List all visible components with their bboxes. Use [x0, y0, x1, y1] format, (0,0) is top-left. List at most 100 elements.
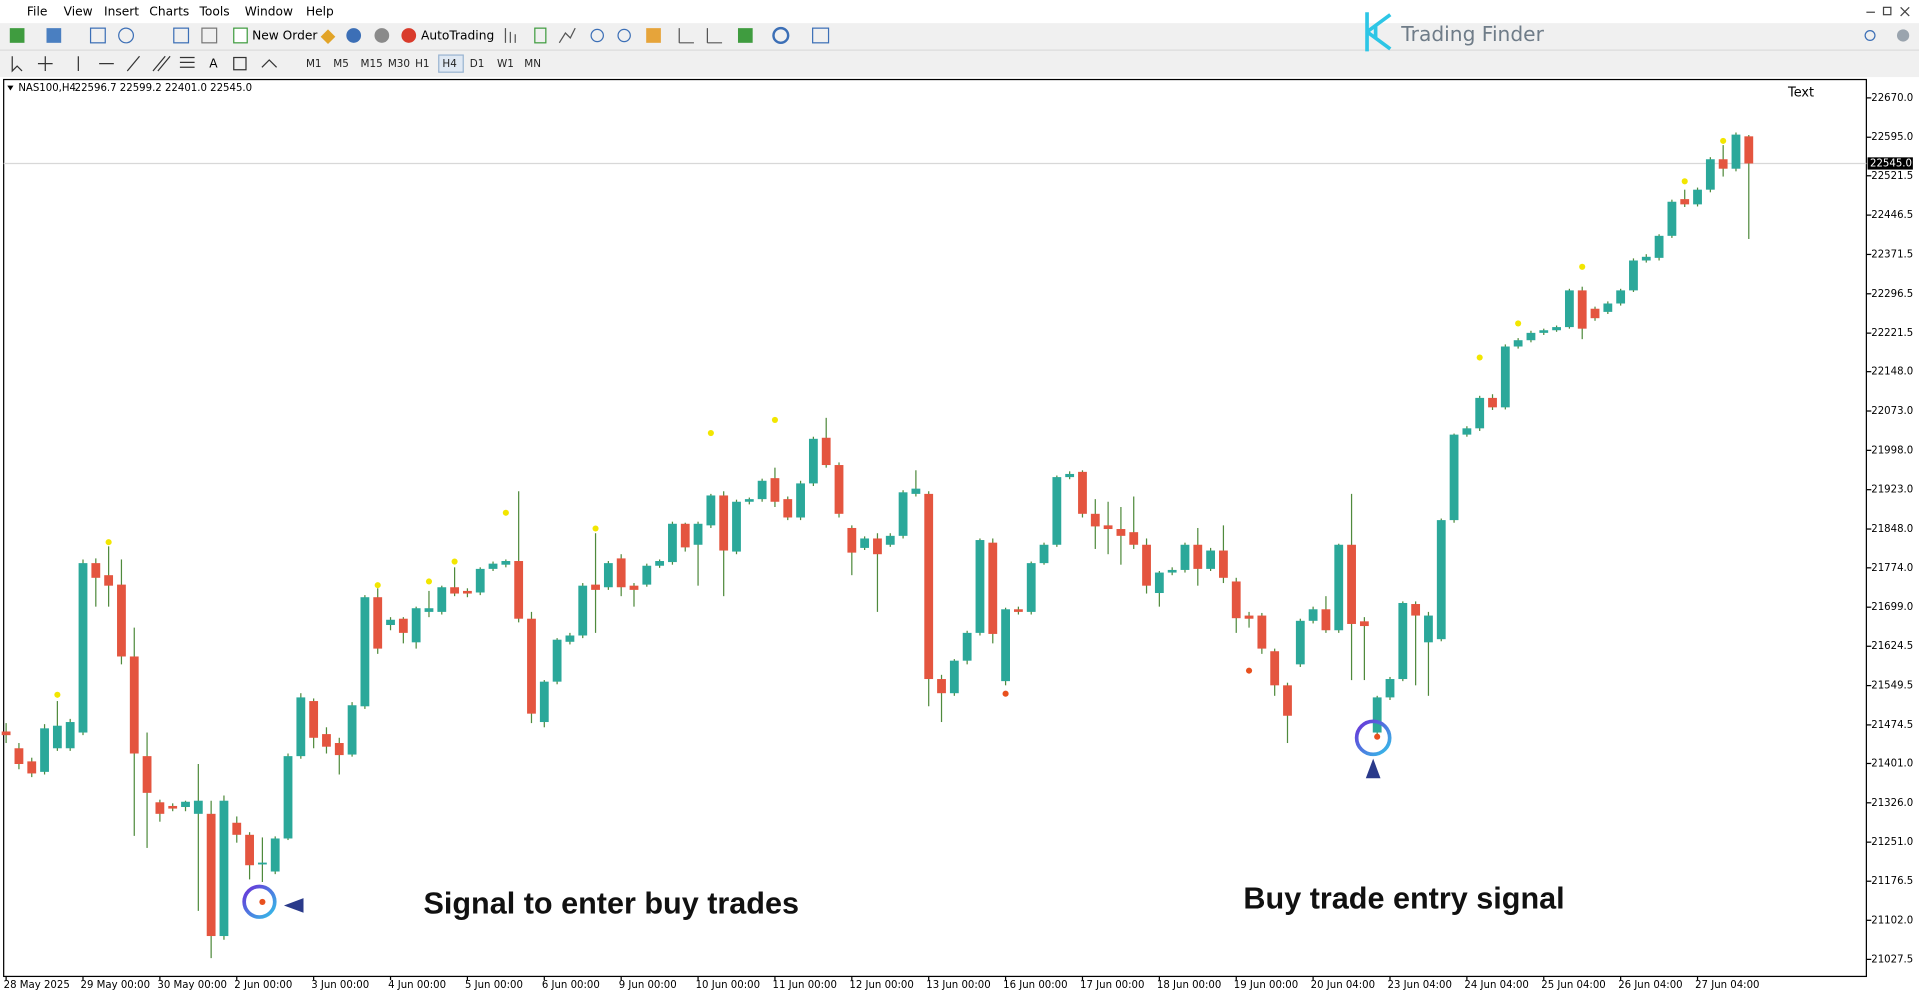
- y-tick-label: 22148.0: [1871, 367, 1913, 378]
- periods-button[interactable]: [772, 26, 790, 45]
- text-object: Text: [1787, 85, 1814, 100]
- y-tick-label: 22296.5: [1871, 289, 1913, 300]
- signal-dot: [592, 525, 599, 532]
- timeframe-button[interactable]: M1: [306, 58, 322, 70]
- chart-menu-arrow[interactable]: [7, 85, 14, 91]
- candle-body: [1334, 544, 1344, 631]
- cursor-tool[interactable]: [11, 56, 23, 73]
- terminal-button[interactable]: [201, 27, 218, 44]
- timeframe-button[interactable]: MN: [524, 58, 541, 70]
- candle-body: [924, 493, 934, 680]
- autotrading-icon[interactable]: [401, 28, 417, 43]
- bar-chart-button[interactable]: [504, 28, 516, 43]
- signal-dot: [105, 539, 112, 546]
- shift-button[interactable]: [706, 28, 723, 44]
- new-order-icon[interactable]: [233, 27, 248, 44]
- candle-body: [1321, 609, 1331, 631]
- tile-button[interactable]: [646, 28, 661, 43]
- timeframe-button[interactable]: W1: [497, 58, 514, 70]
- zoom-out-button[interactable]: [617, 28, 631, 43]
- menu-item[interactable]: Tools: [198, 5, 229, 19]
- candle-body: [757, 480, 767, 500]
- line-chart-button[interactable]: [558, 27, 576, 44]
- new-chart-button[interactable]: [9, 28, 25, 43]
- new-order-label[interactable]: New Order: [252, 29, 318, 43]
- menu-item[interactable]: File: [27, 5, 47, 19]
- zoom-in-button[interactable]: [590, 28, 604, 43]
- annotation-text: Signal to enter buy trades: [423, 887, 799, 921]
- trendline-tool[interactable]: [126, 55, 140, 72]
- candle-body: [411, 608, 421, 643]
- signals-button[interactable]: [346, 28, 362, 43]
- arrows-tool[interactable]: [261, 59, 278, 68]
- candle-body: [1641, 256, 1651, 261]
- candle-body: [1244, 615, 1254, 619]
- restore[interactable]: [1882, 6, 1892, 16]
- candle-body: [501, 561, 511, 565]
- market-button[interactable]: [374, 28, 390, 43]
- menu-item[interactable]: Window: [245, 5, 293, 19]
- x-tick-label: 13 Jun 00:00: [926, 980, 990, 991]
- menu-item[interactable]: Help: [306, 5, 334, 19]
- x-tick-label: 6 Jun 00:00: [542, 980, 600, 991]
- candle-body: [1526, 332, 1536, 341]
- profiles-button[interactable]: [46, 28, 62, 43]
- y-tick-label: 22221.5: [1871, 328, 1913, 339]
- fibo-tool[interactable]: [179, 56, 195, 68]
- menu-item[interactable]: Insert: [104, 5, 139, 19]
- y-tick-label: 21474.5: [1871, 720, 1913, 731]
- crosshair-tool[interactable]: [37, 56, 53, 71]
- timeframe-button[interactable]: H4: [442, 58, 457, 70]
- scroll-button[interactable]: [678, 28, 694, 44]
- indicators-button[interactable]: [737, 28, 753, 43]
- timeframe-button[interactable]: M15: [361, 58, 383, 70]
- signal-dot: [374, 582, 381, 589]
- search-button[interactable]: [1864, 29, 1876, 41]
- candle-body: [1654, 235, 1664, 258]
- timeframe-button[interactable]: D1: [470, 58, 485, 70]
- market-watch-button[interactable]: [89, 27, 106, 44]
- candle-body: [424, 608, 434, 612]
- x-tick-label: 17 Jun 00:00: [1080, 980, 1144, 991]
- text-tool[interactable]: A: [209, 57, 218, 71]
- timeframe-button[interactable]: M30: [388, 58, 410, 70]
- candle-body: [360, 597, 370, 707]
- x-tick-label: 30 May 00:00: [157, 980, 227, 991]
- timeframe-button[interactable]: M5: [333, 58, 349, 70]
- autotrading-label[interactable]: AutoTrading: [421, 29, 494, 43]
- notifications-button[interactable]: [1896, 29, 1910, 42]
- last-price-box: [1867, 157, 1913, 170]
- candle-body: [1347, 544, 1356, 624]
- close[interactable]: [1900, 6, 1910, 17]
- y-tick-label: 21923.0: [1871, 485, 1913, 496]
- timeframe-button[interactable]: H1: [415, 58, 429, 70]
- candle-body: [834, 465, 844, 514]
- candle-body: [988, 542, 998, 634]
- candle-body: [693, 523, 703, 545]
- x-tick-label: 24 Jun 04:00: [1464, 980, 1528, 991]
- x-tick-label: 20 Jun 04:00: [1311, 980, 1375, 991]
- candle-body: [552, 639, 562, 682]
- candle-body: [1231, 581, 1241, 619]
- templates-button[interactable]: [812, 27, 830, 44]
- candle-body: [1116, 529, 1126, 536]
- signal-circle: [1354, 719, 1392, 757]
- menu-item[interactable]: View: [64, 5, 93, 19]
- data-window-button[interactable]: [118, 27, 135, 44]
- candle-body: [1539, 330, 1549, 333]
- annotation-1: Signal to enter buy trades: [242, 884, 799, 921]
- candle-body: [181, 801, 190, 808]
- x-tick-label: 25 Jun 04:00: [1541, 980, 1605, 991]
- candle-body: [603, 563, 613, 588]
- label-tool[interactable]: [233, 56, 247, 71]
- candle-body: [437, 587, 447, 612]
- candle-body: [1424, 615, 1433, 643]
- navigator-button[interactable]: [173, 27, 190, 44]
- channel-tool[interactable]: [152, 55, 171, 72]
- candle-chart-button[interactable]: [534, 27, 547, 44]
- candle-body: [219, 800, 229, 937]
- toolbar: New Order AutoTrading A: [9, 26, 830, 73]
- candle-body: [206, 813, 216, 937]
- signal-dot: [1002, 690, 1009, 697]
- menu-item[interactable]: Charts: [149, 5, 189, 19]
